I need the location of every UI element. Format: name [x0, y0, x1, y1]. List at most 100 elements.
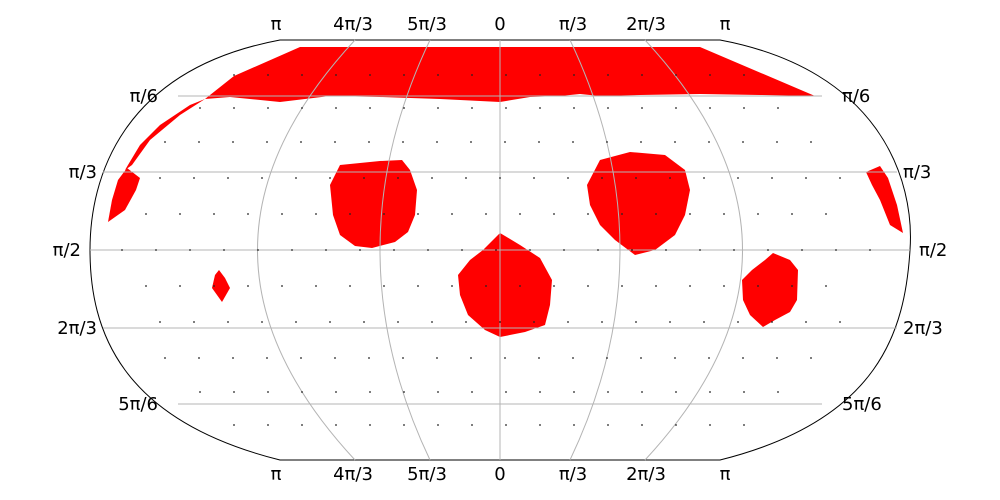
- sample-point: [247, 285, 249, 287]
- sample-point: [675, 391, 677, 393]
- sample-point: [369, 107, 371, 109]
- sample-point: [776, 357, 778, 359]
- sample-point: [640, 141, 642, 143]
- left-lat-label: π/3: [69, 162, 97, 183]
- sample-point: [461, 249, 463, 251]
- sample-point: [402, 141, 404, 143]
- sample-point: [266, 141, 268, 143]
- sample-point: [801, 249, 803, 251]
- sample-point: [640, 357, 642, 359]
- sample-point: [403, 391, 405, 393]
- sample-point: [227, 177, 229, 179]
- sample-point: [655, 285, 657, 287]
- sample-point: [631, 249, 633, 251]
- sample-point: [737, 321, 739, 323]
- sample-point: [504, 357, 506, 359]
- top-longitude-labels: π 4π/3 5π/3 0 π/3 2π/3 π: [271, 14, 731, 35]
- sample-point: [499, 177, 501, 179]
- sample-point: [417, 285, 419, 287]
- sample-point: [300, 357, 302, 359]
- bottom-lon-label: 2π/3: [626, 464, 666, 485]
- sample-point: [383, 285, 385, 287]
- sample-point: [233, 391, 235, 393]
- sample-point: [635, 321, 637, 323]
- sample-point: [597, 249, 599, 251]
- sample-point: [451, 285, 453, 287]
- sample-point: [791, 213, 793, 215]
- sample-point: [553, 213, 555, 215]
- sample-point: [805, 177, 807, 179]
- sample-point: [247, 213, 249, 215]
- sample-point: [805, 321, 807, 323]
- map-outline: [89, 39, 911, 461]
- sample-point: [776, 141, 778, 143]
- sample-point: [601, 321, 603, 323]
- sample-point: [669, 321, 671, 323]
- sample-point: [300, 141, 302, 143]
- sample-point: [709, 391, 711, 393]
- sample-point: [295, 321, 297, 323]
- sample-point: [397, 321, 399, 323]
- sample-point: [505, 74, 507, 76]
- sample-point: [329, 177, 331, 179]
- sample-point: [655, 213, 657, 215]
- sample-point: [281, 285, 283, 287]
- sample-point: [315, 285, 317, 287]
- bottom-lon-label: π: [720, 464, 731, 485]
- sample-point: [159, 177, 161, 179]
- bottom-longitude-labels: π 4π/3 5π/3 0 π/3 2π/3 π: [271, 464, 731, 485]
- top-lon-label: 4π/3: [333, 14, 373, 35]
- sample-point: [709, 107, 711, 109]
- sample-point: [572, 357, 574, 359]
- sample-point: [369, 74, 371, 76]
- sample-point: [504, 141, 506, 143]
- sample-points: [121, 74, 871, 426]
- left-lat-label: 5π/6: [118, 394, 158, 415]
- sample-point: [121, 249, 123, 251]
- sample-point: [529, 249, 531, 251]
- sample-point: [164, 357, 166, 359]
- sample-point: [145, 213, 147, 215]
- sample-point: [198, 357, 200, 359]
- sample-point: [232, 357, 234, 359]
- sample-point: [363, 321, 365, 323]
- sample-point: [164, 141, 166, 143]
- right-latitude-labels: π/6 π/3 π/2 2π/3 5π/6: [842, 86, 947, 415]
- sample-point: [301, 74, 303, 76]
- sample-point: [810, 141, 812, 143]
- sample-point: [334, 141, 336, 143]
- sample-point: [742, 141, 744, 143]
- sample-point: [675, 107, 677, 109]
- sample-point: [485, 213, 487, 215]
- bottom-lon-label: π: [271, 464, 282, 485]
- sample-point: [403, 74, 405, 76]
- sample-point: [155, 249, 157, 251]
- sample-point: [227, 321, 229, 323]
- top-lon-label: 0: [494, 14, 505, 35]
- sample-point: [431, 177, 433, 179]
- sample-point: [451, 213, 453, 215]
- sample-point: [349, 285, 351, 287]
- sample-point: [641, 74, 643, 76]
- left-latitude-labels: π/6 π/3 π/2 2π/3 5π/6: [53, 86, 158, 415]
- left-lat-label: 2π/3: [57, 318, 97, 339]
- sample-point: [397, 177, 399, 179]
- sample-point: [587, 285, 589, 287]
- sample-point: [771, 321, 773, 323]
- sample-point: [437, 424, 439, 426]
- sample-point: [198, 141, 200, 143]
- sample-point: [539, 107, 541, 109]
- sample-point: [267, 424, 269, 426]
- sample-point: [572, 141, 574, 143]
- sample-point: [563, 249, 565, 251]
- sample-point: [359, 249, 361, 251]
- sample-point: [383, 213, 385, 215]
- sample-point: [607, 391, 609, 393]
- sample-point: [199, 107, 201, 109]
- sample-point: [743, 74, 745, 76]
- bottom-lon-label: 4π/3: [333, 464, 373, 485]
- sample-point: [471, 391, 473, 393]
- sample-point: [471, 424, 473, 426]
- region-right-lower: [742, 253, 798, 327]
